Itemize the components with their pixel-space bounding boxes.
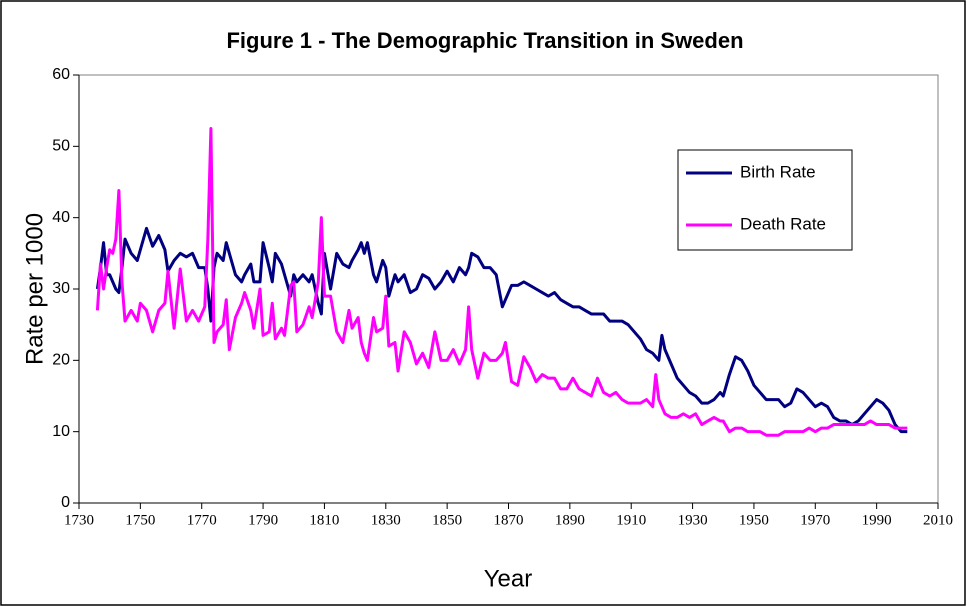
legend-label: Birth Rate (740, 162, 816, 181)
x-tick-label: 1830 (371, 512, 401, 528)
x-axis-label: Year (484, 565, 533, 592)
x-tick-label: 1910 (616, 512, 646, 528)
x-tick-label: 1730 (64, 512, 94, 528)
x-tick-label: 1950 (739, 512, 769, 528)
x-tick-label: 2010 (923, 512, 953, 528)
y-tick-label: 40 (52, 209, 70, 226)
legend-box (677, 149, 853, 251)
line-series (95, 127, 908, 437)
y-tick-label: 50 (52, 138, 70, 155)
x-tick-label: 1810 (309, 512, 339, 528)
chart-title: Figure 1 - The Demographic Transition in… (226, 28, 743, 53)
x-tick-label: 1930 (678, 512, 708, 528)
y-tick-label: 10 (52, 423, 70, 440)
x-tick-label: 1890 (555, 512, 585, 528)
x-tick-label: 1970 (800, 512, 830, 528)
y-tick-label: 0 (61, 494, 70, 511)
legend-label: Death Rate (740, 214, 826, 233)
legend: Birth Rate Death Rate (677, 149, 853, 251)
y-tick-label: 20 (52, 352, 70, 369)
x-tick-label: 1770 (187, 512, 217, 528)
y-axis-label: Rate per 1000 (21, 213, 48, 365)
x-tick-label: 1990 (862, 512, 892, 528)
x-tick-label: 1870 (494, 512, 524, 528)
y-tick-label: 60 (52, 66, 70, 83)
x-tick-label: 1850 (432, 512, 462, 528)
y-tick-label: 30 (52, 280, 70, 297)
x-tick-label: 1790 (248, 512, 278, 528)
x-tick-label: 1750 (125, 512, 155, 528)
